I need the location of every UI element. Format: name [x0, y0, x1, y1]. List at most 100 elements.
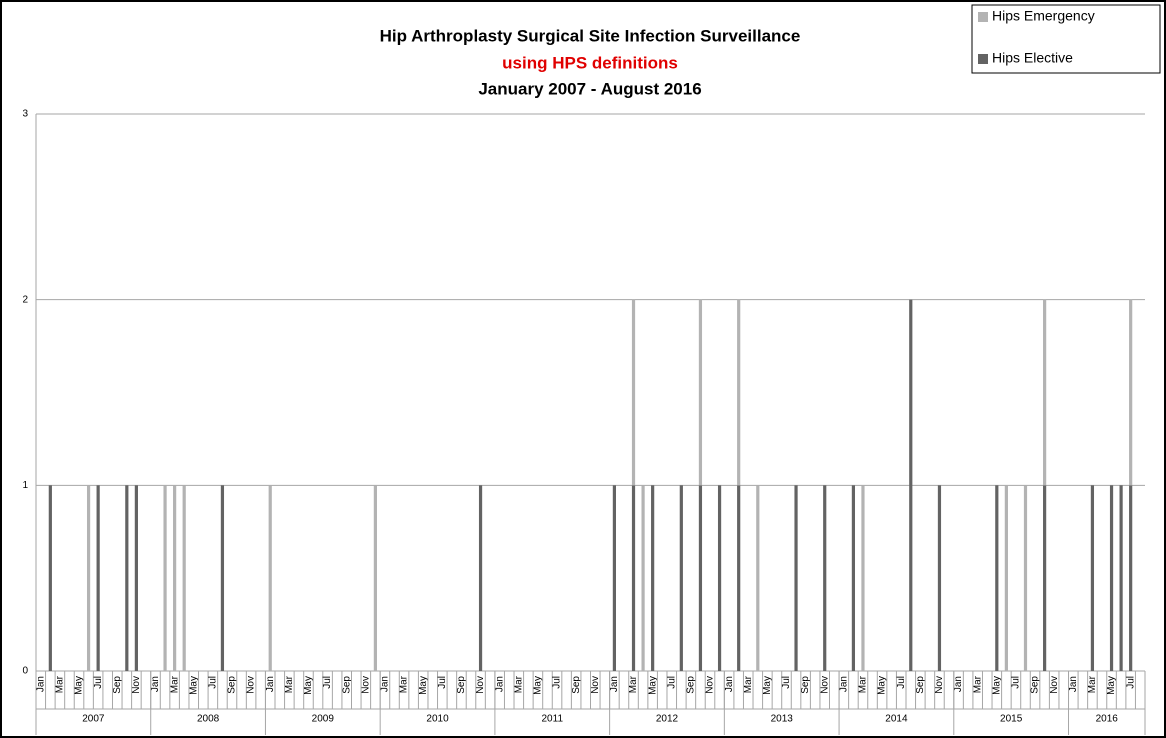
bar — [909, 299, 913, 671]
x-tick-label: Jul — [896, 676, 907, 689]
x-tick-label: Nov — [819, 676, 830, 694]
x-tick-label: Nov — [1049, 676, 1060, 694]
y-tick-label: 2 — [22, 294, 28, 305]
x-tick-label: Jul — [1011, 676, 1022, 689]
bar — [651, 485, 655, 671]
bar — [1129, 299, 1133, 486]
x-tick-label: Mar — [513, 675, 524, 693]
bar — [1119, 485, 1123, 671]
bar — [995, 485, 999, 671]
x-tick-label: Nov — [246, 676, 257, 694]
legend-box — [971, 4, 1161, 74]
x-tick-label: May — [418, 676, 429, 695]
bar — [1109, 485, 1114, 671]
x-tick-label: Jan — [609, 676, 620, 692]
x-tick-label: Jul — [93, 676, 104, 689]
x-tick-label: Nov — [360, 676, 371, 694]
x-tick-label: Nov — [475, 676, 486, 694]
bar — [851, 485, 856, 671]
x-group-label: 2014 — [885, 714, 908, 725]
legend-label: Hips Elective — [992, 50, 1073, 66]
x-tick-label: Sep — [227, 676, 238, 694]
x-tick-label: May — [762, 676, 773, 695]
bar — [631, 299, 636, 486]
x-group-label: 2015 — [1000, 714, 1023, 725]
x-tick-label: Jul — [781, 676, 792, 689]
bar — [612, 485, 617, 671]
x-tick-label: May — [991, 676, 1002, 695]
x-tick-label: Sep — [915, 676, 926, 694]
bar — [1043, 299, 1047, 486]
chart-period: January 2007 - August 2016 — [478, 79, 701, 98]
bar — [1004, 485, 1008, 671]
bar — [86, 485, 91, 671]
bar — [717, 485, 722, 671]
x-tick-label: Jul — [552, 676, 563, 689]
bar — [1023, 485, 1028, 671]
x-tick-label: Jul — [1125, 676, 1136, 689]
bar — [373, 485, 377, 671]
x-group-label: 2010 — [426, 714, 449, 725]
bar — [679, 485, 683, 671]
x-tick-label: May — [1106, 676, 1117, 695]
bar — [182, 485, 186, 671]
x-tick-label: May — [74, 676, 85, 695]
x-tick-label: Mar — [628, 675, 639, 693]
x-tick-label: Mar — [972, 675, 983, 693]
x-group-label: 2009 — [312, 714, 335, 725]
x-tick-label: Jan — [724, 676, 735, 692]
bar — [125, 485, 129, 671]
y-tick-label: 1 — [22, 480, 28, 491]
x-tick-label: Sep — [571, 676, 582, 694]
x-tick-label: Sep — [1030, 676, 1041, 694]
x-tick-label: May — [877, 676, 888, 695]
bar — [631, 485, 636, 671]
bar — [861, 485, 865, 671]
x-tick-label: May — [533, 676, 544, 695]
bar — [173, 485, 177, 671]
x-tick-label: Sep — [341, 676, 352, 694]
bar — [1090, 485, 1095, 671]
legend-label: Hips Emergency — [992, 8, 1095, 24]
bar — [794, 485, 798, 671]
bar — [1129, 485, 1133, 671]
bar — [1043, 485, 1047, 671]
x-tick-label: Jan — [838, 676, 849, 692]
bar — [96, 485, 100, 671]
x-tick-label: Mar — [55, 675, 66, 693]
legend-swatch — [978, 12, 988, 22]
bar — [823, 485, 827, 671]
x-tick-label: Mar — [169, 675, 180, 693]
x-tick-label: Nov — [705, 676, 716, 694]
chart-title: Hip Arthroplasty Surgical Site Infection… — [380, 26, 801, 45]
x-group-label: 2007 — [82, 714, 105, 725]
y-tick-label: 3 — [22, 109, 28, 120]
x-tick-label: Jan — [150, 676, 161, 692]
bar — [641, 485, 645, 671]
x-tick-label: Sep — [686, 676, 697, 694]
x-tick-label: Jan — [1068, 676, 1079, 692]
x-tick-label: Nov — [590, 676, 601, 694]
x-tick-label: Mar — [743, 675, 754, 693]
x-tick-label: Mar — [1087, 675, 1098, 693]
x-tick-label: Nov — [131, 676, 142, 694]
bar — [268, 485, 272, 671]
bar — [737, 485, 741, 671]
bar — [134, 485, 138, 671]
x-tick-label: Jan — [265, 676, 276, 692]
bar — [756, 485, 760, 671]
x-tick-label: May — [188, 676, 199, 695]
x-group-label: 2016 — [1096, 714, 1119, 725]
x-tick-label: Sep — [800, 676, 811, 694]
x-group-label: 2013 — [771, 714, 794, 725]
x-group-label: 2012 — [656, 714, 679, 725]
bar — [48, 485, 52, 671]
x-tick-label: Jul — [208, 676, 219, 689]
bar — [937, 485, 942, 671]
bar — [698, 485, 703, 671]
x-tick-label: Jul — [322, 676, 333, 689]
bar — [698, 299, 703, 486]
x-group-label: 2011 — [542, 714, 564, 725]
